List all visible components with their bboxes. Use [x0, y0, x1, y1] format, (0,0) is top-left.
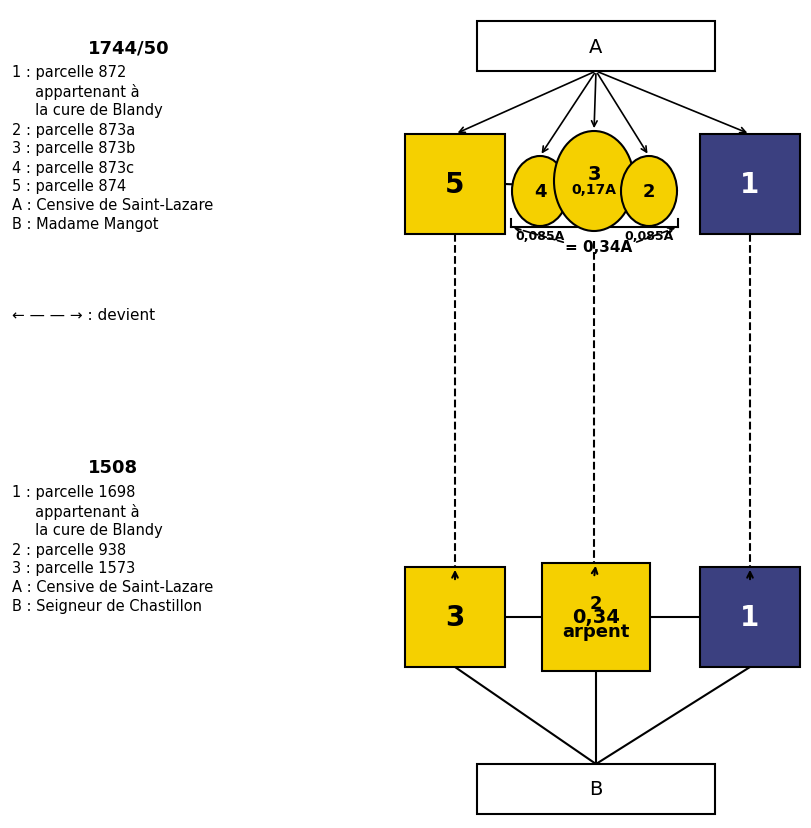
- Text: 4: 4: [533, 183, 546, 200]
- Text: 0,085A: 0,085A: [515, 229, 564, 243]
- Text: 3: 3: [586, 164, 600, 183]
- Text: 2: 2: [589, 595, 602, 612]
- Text: = 0,34A: = 0,34A: [564, 240, 632, 255]
- Text: 0,085A: 0,085A: [624, 229, 673, 243]
- Text: la cure de Blandy: la cure de Blandy: [12, 522, 162, 538]
- Text: 3 : parcelle 873b: 3 : parcelle 873b: [12, 142, 135, 156]
- Text: la cure de Blandy: la cure de Blandy: [12, 104, 162, 118]
- Bar: [699, 567, 799, 667]
- Text: arpent: arpent: [562, 623, 629, 640]
- Text: A: A: [589, 37, 602, 56]
- Text: A : Censive de Saint-Lazare: A : Censive de Saint-Lazare: [12, 198, 213, 214]
- Text: 3: 3: [444, 604, 464, 631]
- Text: 0,34: 0,34: [572, 607, 619, 626]
- Text: 1744/50: 1744/50: [88, 39, 169, 57]
- Ellipse shape: [553, 132, 633, 232]
- Text: 2: 2: [642, 183, 654, 200]
- Text: 3 : parcelle 1573: 3 : parcelle 1573: [12, 561, 135, 575]
- Text: 1508: 1508: [88, 459, 138, 476]
- Text: appartenant à: appartenant à: [12, 84, 139, 100]
- Ellipse shape: [512, 156, 568, 227]
- Bar: [541, 563, 649, 672]
- Text: B : Madame Mangot: B : Madame Mangot: [12, 217, 158, 232]
- Bar: [405, 567, 504, 667]
- Text: 1: 1: [740, 604, 758, 631]
- Bar: [476, 764, 714, 814]
- Bar: [476, 22, 714, 72]
- Ellipse shape: [620, 156, 676, 227]
- Text: 2 : parcelle 938: 2 : parcelle 938: [12, 542, 126, 556]
- Text: 4 : parcelle 873c: 4 : parcelle 873c: [12, 161, 134, 176]
- Text: 5: 5: [444, 171, 464, 199]
- Bar: [405, 135, 504, 234]
- Text: appartenant à: appartenant à: [12, 503, 139, 519]
- Bar: [699, 135, 799, 234]
- Text: ← — — → : devient: ← — — → : devient: [12, 307, 155, 322]
- Text: 1 : parcelle 872: 1 : parcelle 872: [12, 65, 127, 80]
- Text: 5 : parcelle 874: 5 : parcelle 874: [12, 180, 126, 195]
- Text: A : Censive de Saint-Lazare: A : Censive de Saint-Lazare: [12, 580, 213, 595]
- Text: B : Seigneur de Chastillon: B : Seigneur de Chastillon: [12, 599, 202, 614]
- Text: 2 : parcelle 873a: 2 : parcelle 873a: [12, 123, 135, 137]
- Text: B: B: [589, 779, 602, 798]
- Text: 1 : parcelle 1698: 1 : parcelle 1698: [12, 485, 135, 500]
- Text: 0,17A: 0,17A: [571, 183, 616, 197]
- Text: 1: 1: [740, 171, 758, 199]
